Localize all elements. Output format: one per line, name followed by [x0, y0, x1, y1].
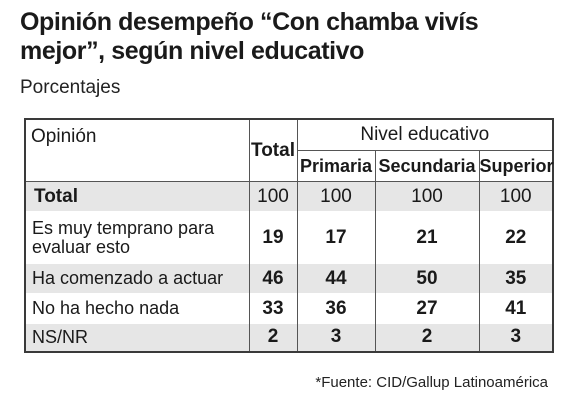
header-total: Total — [248, 118, 298, 182]
row-label: Total — [24, 181, 250, 212]
cell-superior: 35 — [478, 263, 554, 294]
cell-primaria: 17 — [296, 211, 376, 264]
cell-superior: 100 — [478, 181, 554, 212]
cell-total: 100 — [248, 181, 298, 212]
cell-superior: 22 — [478, 211, 554, 264]
cell-total: 19 — [248, 211, 298, 264]
header-secundaria: Secundaria — [374, 150, 480, 182]
subtitle: Porcentajes — [20, 77, 121, 98]
table-row: No ha hecho nada 33 36 27 41 — [24, 293, 554, 324]
table-row: NS/NR 2 3 2 3 — [24, 323, 554, 352]
row-label: NS/NR — [24, 323, 250, 352]
header-nivel-educativo: Nivel educativo — [296, 118, 554, 151]
cell-secundaria: 100 — [374, 181, 480, 212]
cell-primaria: 3 — [296, 323, 376, 352]
data-table: Opinión Total Nivel educativo Primaria S… — [24, 118, 555, 353]
row-label: Es muy temprano para evaluar esto — [24, 211, 250, 264]
cell-primaria: 44 — [296, 263, 376, 294]
cell-secundaria: 27 — [374, 293, 480, 324]
table-row: Ha comenzado a actuar 46 44 50 35 — [24, 263, 554, 294]
cell-primaria: 36 — [296, 293, 376, 324]
source-note: *Fuente: CID/Gallup Latinoamérica — [315, 374, 548, 391]
row-label: No ha hecho nada — [24, 293, 250, 324]
cell-secundaria: 50 — [374, 263, 480, 294]
header-superior: Superior — [478, 150, 554, 182]
cell-total: 2 — [248, 323, 298, 352]
cell-superior: 41 — [478, 293, 554, 324]
cell-total: 46 — [248, 263, 298, 294]
cell-secundaria: 2 — [374, 323, 480, 352]
cell-total: 33 — [248, 293, 298, 324]
row-label: Ha comenzado a actuar — [24, 263, 250, 294]
header-opinion: Opinión — [24, 118, 250, 182]
page-title: Opinión desempeño “Con chamba vivís mejo… — [20, 8, 479, 65]
cell-primaria: 100 — [296, 181, 376, 212]
table-row: Total 100 100 100 100 — [24, 181, 554, 212]
table-row: Es muy temprano para evaluar esto 19 17 … — [24, 211, 554, 264]
cell-superior: 3 — [478, 323, 554, 352]
cell-secundaria: 21 — [374, 211, 480, 264]
header-primaria: Primaria — [296, 150, 376, 182]
